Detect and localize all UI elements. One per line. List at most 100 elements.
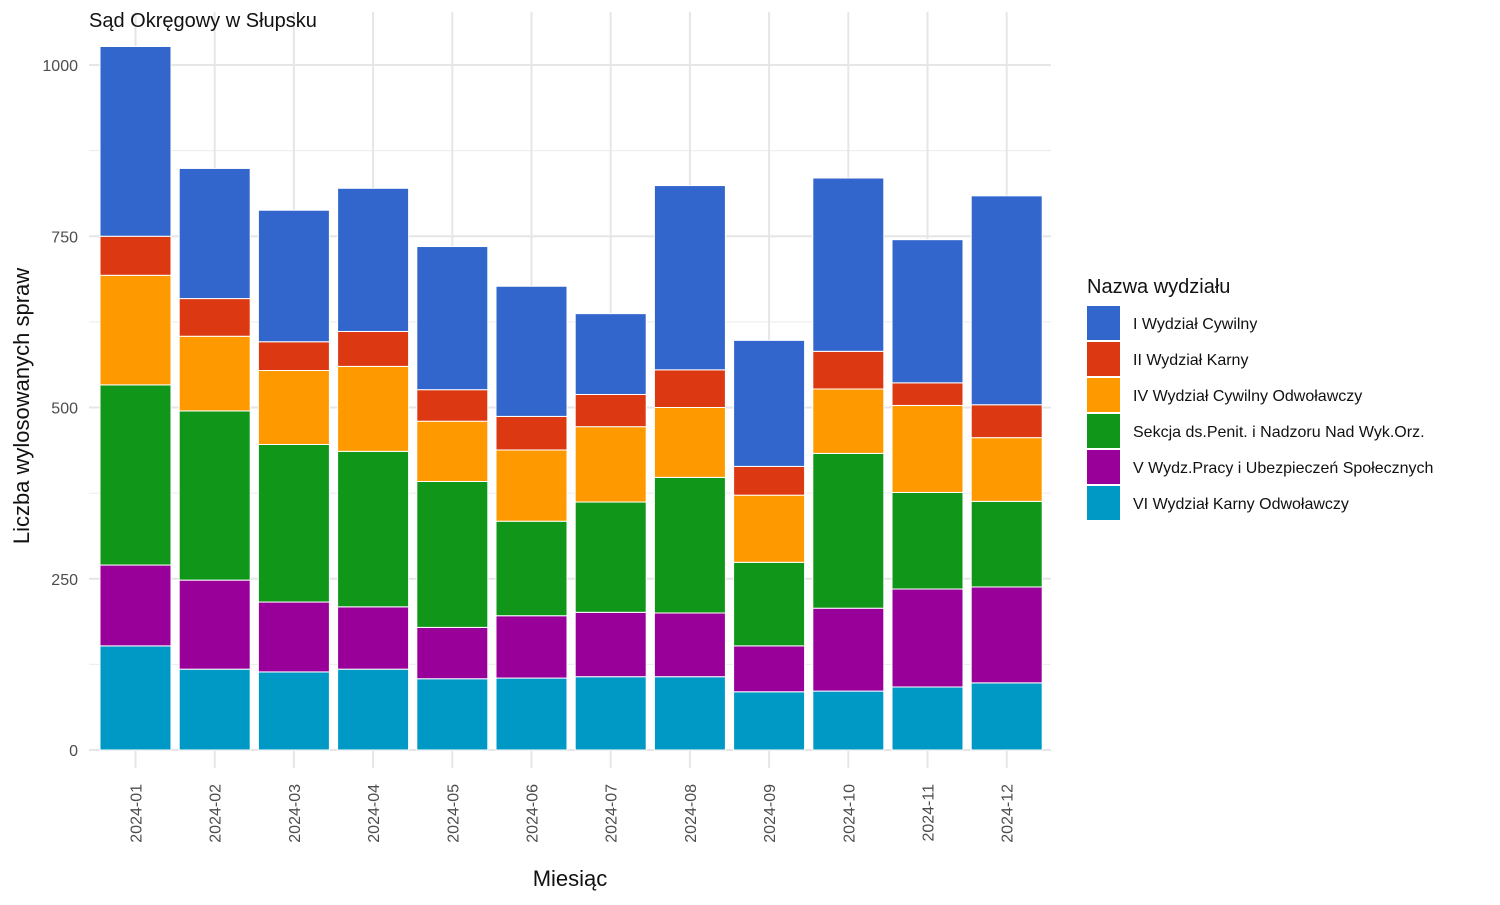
legend-title: Nazwa wydziału bbox=[1087, 276, 1230, 298]
bar-segment bbox=[257, 601, 330, 673]
legend-swatch bbox=[1087, 306, 1120, 340]
y-tick-label: 250 bbox=[51, 572, 78, 589]
x-tick-label: 2024-04 bbox=[366, 784, 383, 843]
bar-segment bbox=[733, 691, 806, 751]
legend-swatch bbox=[1087, 378, 1120, 412]
bar-segment bbox=[257, 341, 330, 372]
bar-segment bbox=[891, 239, 964, 384]
bar-segment bbox=[337, 450, 410, 608]
bar-segment bbox=[653, 676, 726, 751]
bar-segment bbox=[416, 480, 489, 628]
bar-segment bbox=[337, 606, 410, 670]
legend-label: I Wydział Cywilny bbox=[1133, 316, 1257, 333]
bar-segment bbox=[574, 426, 647, 503]
x-tick-label: 2024-03 bbox=[287, 784, 304, 843]
x-tick-label: 2024-11 bbox=[921, 784, 938, 842]
x-tick-label: 2024-01 bbox=[129, 784, 146, 843]
x-tick-label: 2024-06 bbox=[525, 784, 542, 843]
bar-segment bbox=[99, 274, 172, 386]
bar-segment bbox=[812, 388, 885, 454]
bar-segment bbox=[257, 671, 330, 751]
bar-segment bbox=[733, 339, 806, 467]
bar-segment bbox=[495, 615, 568, 679]
bar-segment bbox=[257, 370, 330, 445]
bar-segment bbox=[337, 365, 410, 452]
bar-segment bbox=[178, 668, 251, 751]
bar-segment bbox=[416, 246, 489, 391]
bar-segment bbox=[970, 500, 1043, 588]
y-tick-label: 0 bbox=[69, 743, 78, 760]
legend-swatch bbox=[1087, 486, 1120, 520]
bar-segment bbox=[495, 520, 568, 617]
bar-segment bbox=[970, 682, 1043, 751]
bar-segment bbox=[337, 330, 410, 367]
legend: Nazwa wydziału I Wydział Cywilny II Wydzi… bbox=[1087, 276, 1433, 520]
bar-segment bbox=[99, 384, 172, 566]
x-tick-label: 2024-02 bbox=[208, 784, 225, 843]
bar-segment bbox=[812, 177, 885, 352]
x-tick-label: 2024-05 bbox=[445, 784, 462, 843]
bar-segment bbox=[812, 607, 885, 692]
bar-segment bbox=[574, 393, 647, 428]
bars bbox=[99, 46, 1043, 751]
bar-segment bbox=[416, 626, 489, 680]
bar-segment bbox=[653, 369, 726, 409]
legend-swatch bbox=[1087, 450, 1120, 484]
bar-segment bbox=[891, 686, 964, 751]
bar-segment bbox=[257, 443, 330, 603]
bar-segment bbox=[495, 285, 568, 417]
x-tick-label: 2024-10 bbox=[841, 784, 858, 843]
bar-segment bbox=[257, 209, 330, 343]
x-tick-label: 2024-08 bbox=[683, 784, 700, 843]
y-tick-label: 750 bbox=[51, 229, 78, 246]
bar-segment bbox=[653, 612, 726, 678]
bar-segment bbox=[970, 437, 1043, 502]
bar-segment bbox=[891, 404, 964, 493]
bar-segment bbox=[574, 611, 647, 678]
y-tick-label: 500 bbox=[51, 401, 78, 418]
bar-segment bbox=[337, 187, 410, 332]
legend-label: VI Wydział Karny Odwoławczy bbox=[1133, 496, 1349, 513]
bar-segment bbox=[495, 677, 568, 751]
bar-segment bbox=[99, 645, 172, 751]
y-axis-ticks: 0 250 500 750 1000 bbox=[42, 58, 78, 760]
x-tick-label: 2024-07 bbox=[604, 784, 621, 843]
bar-segment bbox=[495, 449, 568, 522]
bar-segment bbox=[733, 465, 806, 496]
bar-segment bbox=[891, 382, 964, 406]
bar-segment bbox=[99, 235, 172, 276]
x-tick-label: 2024-09 bbox=[762, 784, 779, 843]
bar-segment bbox=[653, 476, 726, 614]
bar-segment bbox=[416, 420, 489, 482]
bar-segment bbox=[970, 586, 1043, 684]
bar-segment bbox=[653, 407, 726, 478]
bar-segment bbox=[178, 335, 251, 412]
bar-segment bbox=[733, 494, 806, 563]
bar-segment bbox=[337, 668, 410, 751]
chart-title: Sąd Okręgowy w Słupsku bbox=[89, 10, 317, 32]
bar-segment bbox=[416, 678, 489, 751]
bar-segment bbox=[733, 645, 806, 693]
legend-label: Sekcja ds.Penit. i Nadzoru Nad Wyk.Orz. bbox=[1133, 424, 1425, 441]
bar-segment bbox=[574, 676, 647, 751]
bar-segment bbox=[891, 491, 964, 590]
x-axis-label: Miesiąc bbox=[533, 866, 608, 891]
bar-segment bbox=[733, 561, 806, 647]
bar-segment bbox=[970, 404, 1043, 439]
y-axis-label: Liczba wylosowanych spraw bbox=[9, 268, 34, 544]
y-tick-label: 1000 bbox=[42, 58, 78, 75]
bar-segment bbox=[653, 185, 726, 371]
bar-segment bbox=[99, 564, 172, 647]
legend-label: V Wydz.Pracy i Ubezpieczeń Społecznych bbox=[1133, 460, 1433, 477]
legend-swatch bbox=[1087, 414, 1120, 448]
bar-segment bbox=[970, 195, 1043, 406]
bar-segment bbox=[178, 410, 251, 581]
bar-segment bbox=[178, 579, 251, 670]
x-axis-ticks: 2024-01 2024-02 2024-03 2024-04 2024-05 2024-… bbox=[129, 784, 1017, 843]
legend-label: II Wydział Karny bbox=[1133, 352, 1248, 369]
legend-swatch bbox=[1087, 342, 1120, 376]
bar-segment bbox=[812, 350, 885, 390]
bar-segment bbox=[574, 501, 647, 613]
